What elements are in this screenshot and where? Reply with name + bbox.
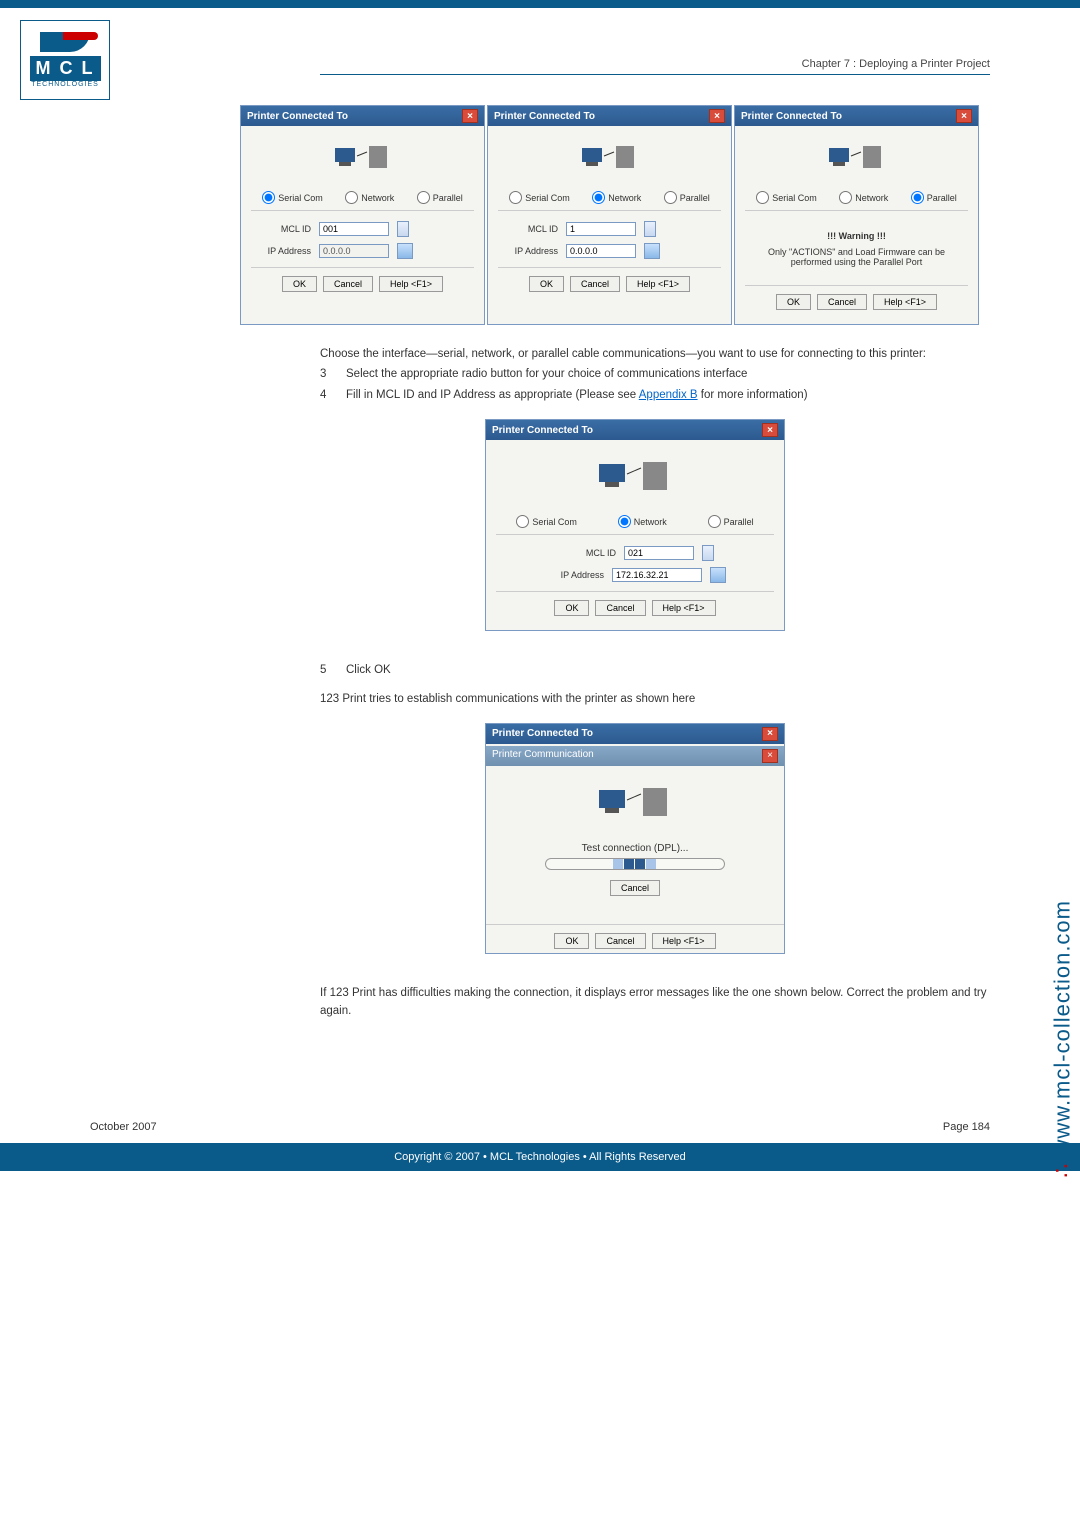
footer-page: Page 184 <box>943 1121 990 1133</box>
cancel-button[interactable]: Cancel <box>817 294 867 310</box>
cancel-button[interactable]: Cancel <box>595 933 645 949</box>
radio-serial[interactable]: Serial Com <box>262 191 323 204</box>
spinner-icon[interactable] <box>644 221 656 237</box>
help-button[interactable]: Help <F1> <box>652 600 716 616</box>
spinner-icon[interactable] <box>397 221 409 237</box>
cancel-button[interactable]: Cancel <box>570 276 620 292</box>
close-icon[interactable]: × <box>762 727 778 741</box>
warning-title: !!! Warning !!! <box>749 231 964 241</box>
logo-sub: TECHNOLOGIES <box>31 81 99 88</box>
radio-network[interactable]: Network <box>592 191 641 204</box>
radio-network[interactable]: Network <box>345 191 394 204</box>
logo: M C L TECHNOLOGIES <box>20 20 110 100</box>
close-icon[interactable]: × <box>762 423 778 437</box>
dialog-title: Printer Connected To <box>492 728 593 739</box>
ip-label: IP Address <box>251 246 311 256</box>
footer-copyright: Copyright © 2007 • MCL Technologies • Al… <box>0 1143 1080 1171</box>
progress-bar <box>545 858 725 870</box>
dialog-network-filled: Printer Connected To × Serial Com Network… <box>485 419 785 631</box>
radio-parallel[interactable]: Parallel <box>708 515 754 528</box>
ip-input[interactable] <box>612 568 702 582</box>
radio-parallel[interactable]: Parallel <box>417 191 463 204</box>
ok-button[interactable]: OK <box>529 276 564 292</box>
close-icon[interactable]: × <box>462 109 478 123</box>
radio-serial[interactable]: Serial Com <box>516 515 577 528</box>
dropdown-icon[interactable] <box>710 567 726 583</box>
spinner-icon[interactable] <box>702 545 714 561</box>
chapter-header: Chapter 7 : Deploying a Printer Project <box>0 8 1080 70</box>
help-button[interactable]: Help <F1> <box>652 933 716 949</box>
ok-button[interactable]: OK <box>776 294 811 310</box>
step-5: Click OK <box>346 661 391 679</box>
ok-button[interactable]: OK <box>282 276 317 292</box>
warning-text: Only "ACTIONS" and Load Firmware can be … <box>749 247 964 267</box>
computer-printer-icon <box>496 450 774 509</box>
cancel-button[interactable]: Cancel <box>323 276 373 292</box>
radio-parallel[interactable]: Parallel <box>664 191 710 204</box>
close-icon[interactable]: × <box>709 109 725 123</box>
radio-network[interactable]: Network <box>839 191 888 204</box>
appendix-link[interactable]: Appendix B <box>639 389 698 401</box>
dialog-title: Printer Connected To <box>741 111 842 122</box>
dialog-parallel: Printer Connected To × Serial Com Network… <box>734 105 979 325</box>
close-icon[interactable]: × <box>956 109 972 123</box>
ok-button[interactable]: OK <box>554 933 589 949</box>
dialog-serial: Printer Connected To × Serial Com Network… <box>240 105 485 325</box>
cancel-button[interactable]: Cancel <box>610 880 660 896</box>
ip-label: IP Address <box>498 246 558 256</box>
computer-printer-icon <box>745 136 968 185</box>
header-rule <box>320 74 990 75</box>
side-url: ∴ www.mcl-collection.com <box>1050 900 1076 1178</box>
test-connection-label: Test connection (DPL)... <box>496 843 774 854</box>
help-button[interactable]: Help <F1> <box>379 276 443 292</box>
dialog-title: Printer Connected To <box>247 111 348 122</box>
top-bar <box>0 0 1080 8</box>
help-button[interactable]: Help <F1> <box>626 276 690 292</box>
radio-parallel[interactable]: Parallel <box>911 191 957 204</box>
cancel-button[interactable]: Cancel <box>595 600 645 616</box>
dropdown-icon[interactable] <box>644 243 660 259</box>
dropdown-icon <box>397 243 413 259</box>
instruction-p3: If 123 Print has difficulties making the… <box>320 984 990 1021</box>
instruction-p2: 123 Print tries to establish communicati… <box>320 690 990 708</box>
mclid-label: MCL ID <box>556 548 616 558</box>
dialog-network: Printer Connected To × Serial Com Network… <box>487 105 732 325</box>
dialog-communication: Printer Connected To × Printer Communicat… <box>485 723 785 954</box>
computer-printer-icon <box>496 776 774 835</box>
ip-input[interactable] <box>566 244 636 258</box>
logo-letters: M C L <box>30 56 101 81</box>
mclid-input[interactable] <box>624 546 694 560</box>
ip-label: IP Address <box>544 570 604 580</box>
step-4: Fill in MCL ID and IP Address as appropr… <box>346 386 808 404</box>
mclid-input[interactable] <box>319 222 389 236</box>
help-button[interactable]: Help <F1> <box>873 294 937 310</box>
mclid-input[interactable] <box>566 222 636 236</box>
mclid-label: MCL ID <box>498 224 558 234</box>
radio-serial[interactable]: Serial Com <box>509 191 570 204</box>
step-3: Select the appropriate radio button for … <box>346 365 747 383</box>
dialog-title: Printer Connected To <box>492 425 593 436</box>
ip-input <box>319 244 389 258</box>
dialog-title: Printer Connected To <box>494 111 595 122</box>
ok-button[interactable]: OK <box>554 600 589 616</box>
computer-printer-icon <box>498 136 721 185</box>
nested-title: Printer Communication <box>492 749 594 763</box>
close-icon[interactable]: × <box>762 749 778 763</box>
instruction-intro: Choose the interface—serial, network, or… <box>320 345 990 363</box>
computer-printer-icon <box>251 136 474 185</box>
radio-network[interactable]: Network <box>618 515 667 528</box>
dialogs-row: Printer Connected To × Serial Com Network… <box>240 105 990 325</box>
footer-date: October 2007 <box>90 1121 157 1133</box>
mclid-label: MCL ID <box>251 224 311 234</box>
radio-serial[interactable]: Serial Com <box>756 191 817 204</box>
